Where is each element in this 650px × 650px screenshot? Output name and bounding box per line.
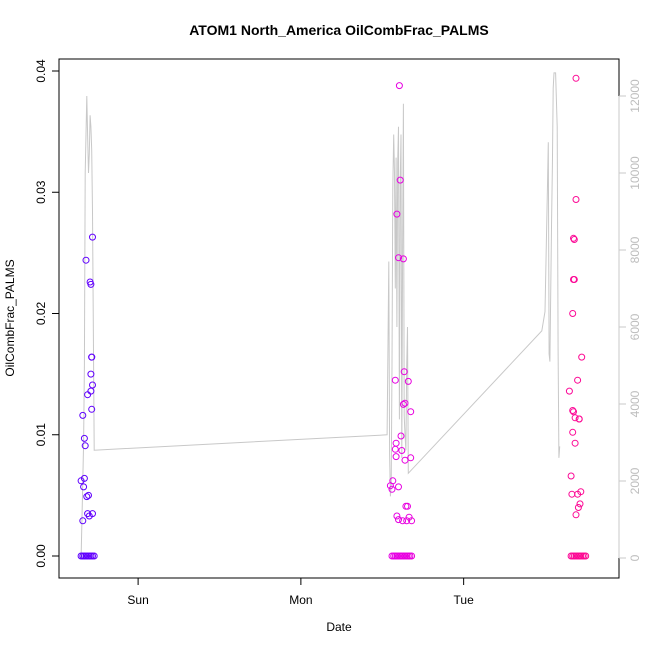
x-tick-label: Tue <box>454 593 475 607</box>
chart-title: ATOM1 North_America OilCombFrac_PALMS <box>189 22 489 38</box>
data-point <box>400 368 408 376</box>
data-point <box>396 176 404 184</box>
data-point <box>391 445 399 453</box>
y-axis: 0.00 0.01 0.02 0.03 0.04 <box>34 59 59 568</box>
data-point <box>392 439 400 447</box>
data-point <box>89 233 96 241</box>
data-point <box>391 376 399 384</box>
data-point <box>79 411 87 419</box>
data-point <box>399 255 407 263</box>
data-point <box>572 196 580 203</box>
data-point <box>395 254 402 262</box>
data-point <box>572 74 580 82</box>
y-tick-label: 0.04 <box>34 59 48 83</box>
y2-tick-label: 8000 <box>628 236 642 263</box>
y2-tick-label: 6000 <box>628 313 642 340</box>
data-point <box>569 428 577 436</box>
data-point <box>90 552 98 560</box>
data-point <box>84 391 92 399</box>
data-point <box>407 408 415 416</box>
data-point <box>577 488 585 496</box>
data-point <box>574 504 582 511</box>
data-point <box>389 477 397 485</box>
altitude-series-line <box>80 72 561 559</box>
data-point <box>569 407 577 414</box>
data-point <box>575 415 583 423</box>
data-point <box>388 485 396 493</box>
data-point <box>578 353 586 361</box>
data-point <box>397 432 405 440</box>
data-point <box>85 491 92 499</box>
data-point <box>401 456 409 464</box>
data-point <box>393 210 401 218</box>
data-point <box>82 256 90 264</box>
data-point <box>80 483 88 491</box>
data-point <box>393 512 401 520</box>
y2-axis: 0 2000 4000 6000 8000 10000 12000 <box>618 79 642 561</box>
x-axis-label: Date <box>326 620 352 634</box>
data-point <box>408 552 416 560</box>
data-point <box>87 370 95 378</box>
x-tick-label: Mon <box>289 593 312 607</box>
data-point <box>395 483 402 491</box>
data-point <box>89 381 96 389</box>
data-point <box>399 400 407 408</box>
data-point <box>392 453 400 461</box>
data-point <box>404 377 412 385</box>
data-point <box>88 405 96 413</box>
data-point <box>572 511 580 519</box>
data-point <box>395 82 403 90</box>
data-point <box>407 454 415 462</box>
data-point <box>395 516 402 524</box>
data-point <box>582 552 590 560</box>
data-point <box>83 493 91 501</box>
data-point <box>88 353 96 361</box>
data-point <box>399 517 407 525</box>
data-point <box>570 236 578 243</box>
y2-tick-label: 10000 <box>628 156 642 190</box>
data-point <box>403 517 411 525</box>
data-points <box>77 74 590 560</box>
y-tick-label: 0.03 <box>34 180 48 204</box>
y2-tick-label: 0 <box>628 554 642 561</box>
x-axis: Sun Mon Tue <box>127 578 474 607</box>
y2-tick-label: 2000 <box>628 467 642 494</box>
data-point <box>79 517 87 525</box>
data-point <box>567 472 575 480</box>
data-point <box>570 276 578 283</box>
data-point <box>574 376 582 384</box>
data-point <box>576 500 584 508</box>
data-point <box>571 439 579 447</box>
data-point <box>569 310 577 317</box>
y2-tick-label: 4000 <box>628 390 642 417</box>
y-tick-label: 0.01 <box>34 423 48 447</box>
data-point <box>401 399 409 407</box>
altitude-line <box>80 72 561 559</box>
y-tick-label: 0.00 <box>34 544 48 568</box>
data-point <box>80 434 88 442</box>
data-point <box>398 447 406 454</box>
data-point <box>80 474 88 482</box>
data-point <box>89 510 96 518</box>
data-point <box>570 234 577 242</box>
data-point <box>87 387 95 395</box>
data-point <box>565 387 573 395</box>
data-point <box>408 517 416 525</box>
y-axis-label: OilCombFrac_PALMS <box>3 259 17 376</box>
data-point <box>571 414 579 422</box>
y-tick-label: 0.02 <box>34 301 48 325</box>
data-point <box>87 280 95 288</box>
plot-frame <box>58 58 620 579</box>
data-point <box>81 442 89 450</box>
data-point <box>404 502 411 510</box>
data-point <box>568 490 576 498</box>
y2-tick-label: 12000 <box>628 79 642 113</box>
x-tick-label: Sun <box>127 593 148 607</box>
